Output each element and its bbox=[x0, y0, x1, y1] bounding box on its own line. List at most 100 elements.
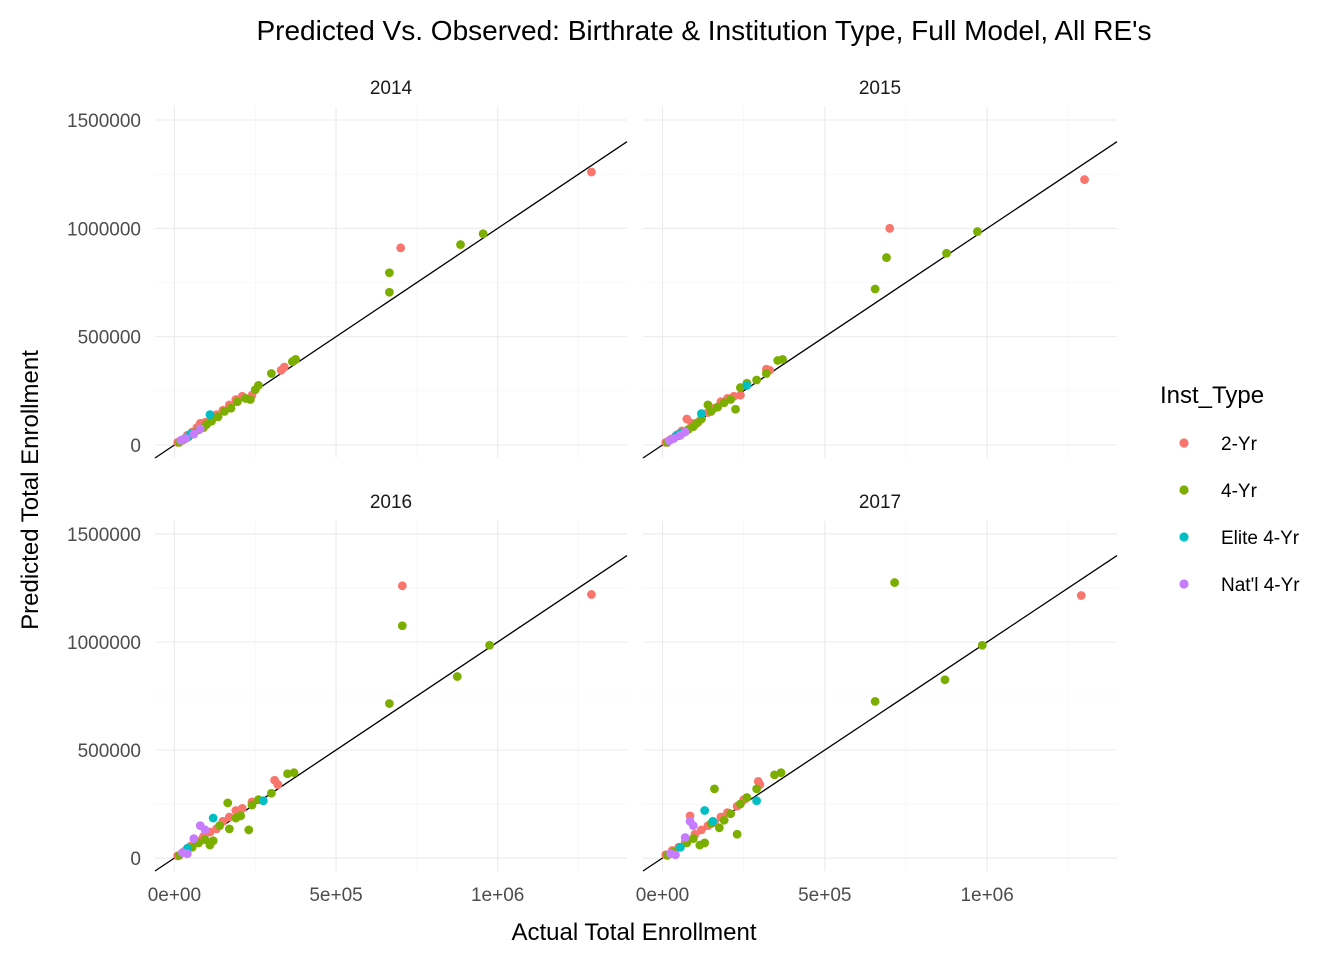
legend-key bbox=[1179, 438, 1189, 448]
data-point bbox=[942, 248, 951, 258]
grid bbox=[643, 521, 1117, 871]
data-point bbox=[735, 799, 745, 809]
legend-label: Elite 4-Yr bbox=[1221, 528, 1300, 549]
data-point bbox=[266, 788, 276, 798]
data-point bbox=[587, 590, 596, 599]
data-point bbox=[181, 434, 191, 443]
data-point bbox=[680, 427, 690, 437]
data-point bbox=[384, 699, 394, 708]
facet-panel-2015: 2015 bbox=[642, 78, 1118, 459]
data-point bbox=[671, 850, 680, 860]
facet-label: 2016 bbox=[370, 492, 412, 513]
data-point bbox=[182, 849, 192, 859]
data-point bbox=[205, 410, 215, 420]
data-point bbox=[700, 838, 710, 848]
data-point bbox=[224, 812, 234, 822]
data-point bbox=[706, 407, 716, 416]
legend: Inst_Type 2-Yr 4-Yr Elite 4-Yr Nat'l 4-Yr bbox=[1160, 382, 1300, 596]
data-point bbox=[688, 834, 698, 843]
data-point bbox=[247, 800, 257, 810]
data-point bbox=[226, 403, 236, 413]
data-point bbox=[719, 398, 729, 408]
data-point bbox=[254, 381, 263, 390]
x-tick-label: 5e+05 bbox=[309, 885, 362, 906]
data-points bbox=[173, 167, 596, 447]
data-point bbox=[688, 821, 698, 831]
y-tick-label: 0 bbox=[130, 436, 141, 457]
data-point bbox=[742, 381, 752, 390]
data-point bbox=[972, 227, 982, 236]
data-point bbox=[675, 842, 685, 852]
x-axis-title: Actual Total Enrollment bbox=[511, 919, 756, 946]
facet-panel-2017: 2017 0e+00 5e+05 1e+06 bbox=[636, 492, 1118, 906]
legend-key bbox=[1179, 485, 1189, 495]
data-point bbox=[726, 809, 736, 819]
data-point bbox=[289, 768, 299, 778]
facet-label: 2015 bbox=[859, 78, 901, 99]
data-points bbox=[661, 578, 1086, 860]
facet-label: 2014 bbox=[370, 78, 413, 99]
y-tick-label: 500000 bbox=[78, 741, 141, 762]
data-point bbox=[485, 640, 495, 650]
data-point bbox=[273, 780, 283, 789]
data-point bbox=[700, 806, 710, 815]
data-point bbox=[189, 429, 199, 439]
chart-title: Predicted Vs. Observed: Birthrate & Inst… bbox=[256, 15, 1151, 46]
data-point bbox=[735, 390, 745, 400]
data-point bbox=[778, 355, 788, 364]
data-point bbox=[200, 825, 210, 835]
data-point bbox=[266, 369, 276, 378]
x-tick-label: 1e+06 bbox=[471, 885, 524, 906]
legend-label: 4-Yr bbox=[1221, 481, 1258, 502]
data-point bbox=[977, 640, 987, 650]
legend-entries: 2-Yr 4-Yr Elite 4-Yr Nat'l 4-Yr bbox=[1179, 434, 1300, 596]
x-tick-label: 1e+06 bbox=[960, 885, 1013, 906]
data-point bbox=[452, 672, 462, 681]
grid bbox=[155, 107, 627, 458]
y-tick-label: 1000000 bbox=[67, 219, 141, 240]
data-point bbox=[752, 375, 762, 385]
y-tick-label: 1500000 bbox=[67, 525, 141, 546]
facet-panel-2014: 2014 0 500000 1000000 1500000 bbox=[67, 78, 628, 459]
data-point bbox=[384, 268, 394, 278]
data-point bbox=[714, 823, 724, 833]
data-point bbox=[189, 834, 199, 843]
data-point bbox=[587, 167, 596, 177]
y-tick-label: 500000 bbox=[78, 328, 141, 349]
data-point bbox=[233, 397, 242, 407]
data-point bbox=[680, 833, 690, 842]
facet-panels: 2014 0 500000 1000000 1500000 2015 2016 0 500000… bbox=[67, 78, 1118, 906]
data-point bbox=[870, 697, 880, 706]
data-point bbox=[213, 412, 223, 422]
data-point bbox=[1080, 175, 1089, 184]
grid bbox=[155, 521, 627, 871]
data-point bbox=[456, 240, 465, 249]
data-point bbox=[742, 793, 752, 802]
x-tick-label: 0e+00 bbox=[148, 885, 201, 906]
data-point bbox=[195, 424, 205, 434]
data-point bbox=[215, 821, 225, 831]
y-tick-label: 0 bbox=[130, 849, 141, 870]
x-tick-label: 5e+05 bbox=[798, 885, 851, 906]
data-point bbox=[708, 816, 718, 826]
data-point bbox=[1076, 591, 1086, 600]
data-point bbox=[719, 815, 729, 825]
data-point bbox=[752, 784, 762, 794]
y-axis-title: Predicted Total Enrollment bbox=[17, 350, 44, 630]
data-point bbox=[208, 836, 218, 846]
data-point bbox=[732, 829, 742, 839]
data-point bbox=[726, 395, 736, 404]
data-point bbox=[236, 811, 246, 821]
data-point bbox=[870, 284, 880, 294]
data-point bbox=[245, 395, 255, 404]
data-point bbox=[224, 824, 234, 834]
data-point bbox=[244, 825, 254, 835]
data-point bbox=[713, 402, 723, 412]
legend-label: 2-Yr bbox=[1221, 434, 1258, 455]
y-tick-label: 1000000 bbox=[67, 633, 141, 654]
data-point bbox=[384, 287, 394, 297]
data-point bbox=[397, 621, 407, 631]
data-point bbox=[710, 784, 719, 794]
facet-panel-2016: 2016 0 500000 1000000 1500000 0e+00 5e+05 1e+06 bbox=[67, 492, 628, 906]
x-tick-label: 0e+00 bbox=[636, 885, 689, 906]
